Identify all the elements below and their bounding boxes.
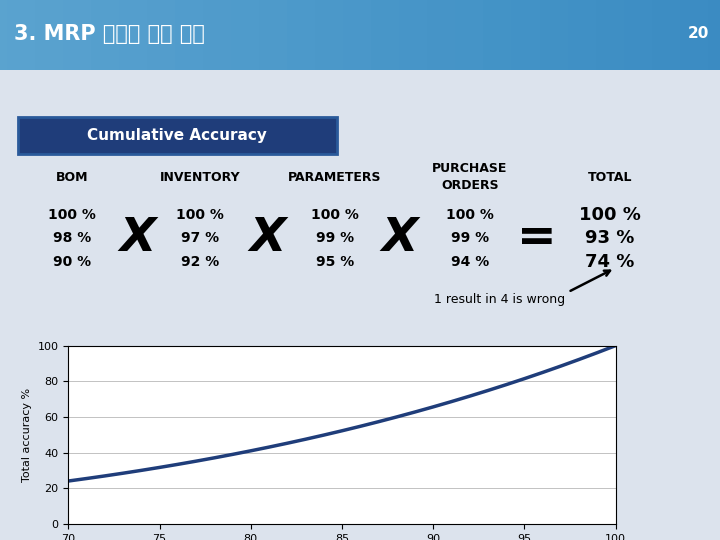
Text: 93 %: 93 % (585, 229, 635, 247)
Text: 100 %: 100 % (579, 206, 641, 224)
Y-axis label: Total accuracy %: Total accuracy % (22, 388, 32, 482)
Text: 97 %: 97 % (181, 231, 219, 245)
Text: X: X (382, 215, 418, 261)
Text: 94 %: 94 % (451, 255, 489, 269)
Text: 99 %: 99 % (451, 231, 489, 245)
Text: PARAMETERS: PARAMETERS (288, 171, 382, 184)
Text: 99 %: 99 % (316, 231, 354, 245)
Text: 100 %: 100 % (446, 208, 494, 222)
FancyBboxPatch shape (18, 117, 337, 154)
Text: 90 %: 90 % (53, 255, 91, 269)
Text: 100 %: 100 % (311, 208, 359, 222)
Text: BOM: BOM (55, 171, 89, 184)
Text: 100 %: 100 % (176, 208, 224, 222)
Text: 98 %: 98 % (53, 231, 91, 245)
Text: PURCHASE
ORDERS: PURCHASE ORDERS (432, 162, 508, 192)
Text: 95 %: 95 % (316, 255, 354, 269)
Text: 1 result in 4 is wrong: 1 result in 4 is wrong (434, 293, 566, 306)
Text: Cumulative Accuracy: Cumulative Accuracy (87, 127, 267, 143)
Text: 74 %: 74 % (585, 253, 635, 271)
Text: TOTAL: TOTAL (588, 171, 632, 184)
Text: 100 %: 100 % (48, 208, 96, 222)
Text: INVENTORY: INVENTORY (160, 171, 240, 184)
Text: 3. MRP 안정화 요건 분석: 3. MRP 안정화 요건 분석 (14, 24, 205, 44)
Text: X: X (250, 215, 286, 261)
Text: 92 %: 92 % (181, 255, 219, 269)
Text: 20: 20 (688, 26, 709, 41)
Text: =: = (517, 215, 557, 261)
Text: X: X (120, 215, 156, 261)
